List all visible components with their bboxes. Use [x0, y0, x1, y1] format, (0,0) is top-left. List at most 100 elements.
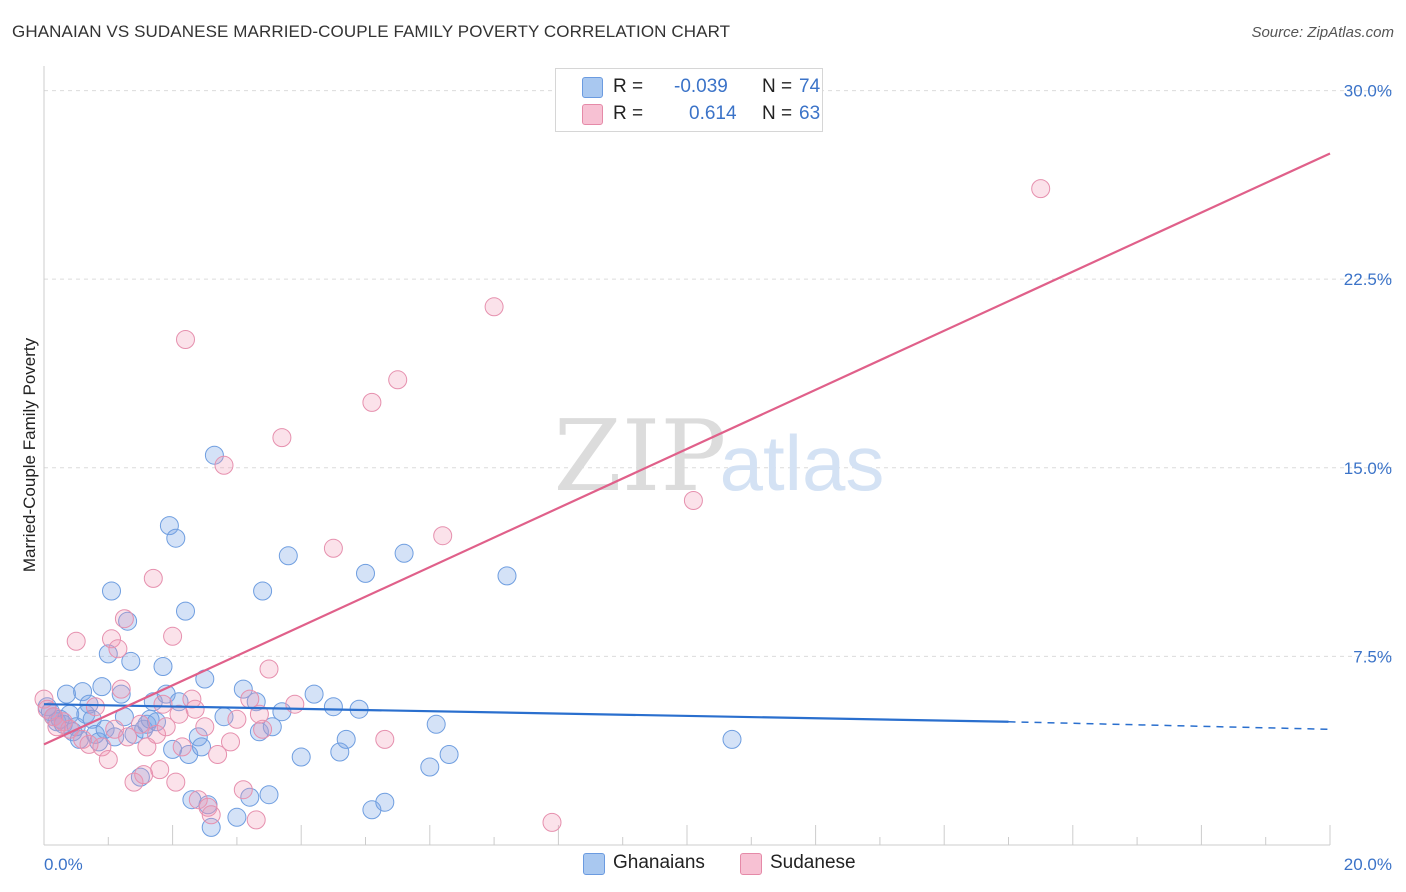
- point-ghanaians: [375, 792, 395, 812]
- point-sudanese: [185, 699, 205, 719]
- x-tick-label: 20.0%: [1344, 855, 1392, 874]
- point-sudanese: [208, 745, 228, 764]
- point-sudanese: [285, 694, 305, 714]
- point-sudanese: [214, 455, 234, 475]
- watermark: ZIP atlas: [554, 400, 885, 514]
- point-sudanese: [362, 392, 382, 412]
- point-sudanese: [147, 724, 166, 744]
- point-sudanese: [111, 679, 131, 699]
- point-ghanaians: [98, 644, 118, 664]
- point-sudanese: [375, 729, 395, 749]
- point-sudanese: [53, 712, 73, 732]
- point-ghanaians: [240, 787, 260, 807]
- point-ghanaians: [439, 745, 459, 764]
- point-sudanese: [233, 780, 253, 800]
- legend-r-label: R =: [613, 76, 644, 97]
- point-sudanese: [683, 491, 703, 510]
- legend-r-label: R =: [613, 103, 644, 124]
- point-ghanaians: [166, 528, 186, 548]
- point-ghanaians: [176, 601, 195, 621]
- tick-labels: 7.5% 15.0% 22.5% 30.0% 0.0% 20.0%: [44, 82, 1392, 874]
- point-ghanaians: [323, 697, 343, 717]
- point-sudanese: [124, 772, 144, 792]
- point-ghanaians: [73, 682, 93, 702]
- point-sudanese: [272, 428, 292, 448]
- point-ghanaians: [722, 729, 742, 749]
- point-sudanese: [85, 697, 105, 717]
- y-axis-label: Married-Couple Family Poverty: [20, 337, 39, 572]
- source-label: Source: ZipAtlas.com: [1251, 24, 1394, 41]
- y-tick-label: 15.0%: [1344, 459, 1392, 478]
- point-ghanaians: [497, 566, 517, 586]
- legend-r-value: -0.039: [674, 76, 728, 97]
- point-sudanese: [195, 717, 215, 737]
- point-ghanaians: [291, 747, 311, 767]
- point-ghanaians: [330, 742, 350, 762]
- point-sudanese: [156, 717, 176, 737]
- legend-r-value: 0.614: [689, 103, 737, 124]
- point-sudanese: [98, 750, 118, 769]
- point-ghanaians: [420, 757, 440, 777]
- point-sudanese: [169, 704, 189, 724]
- point-ghanaians: [130, 767, 150, 787]
- point-ghanaians: [426, 714, 446, 734]
- point-sudanese: [182, 689, 202, 709]
- point-ghanaians: [121, 651, 141, 671]
- point-ghanaians: [227, 807, 247, 827]
- point-ghanaians: [356, 563, 375, 583]
- point-ghanaians: [192, 737, 211, 757]
- bottom-legend-label: Ghanaians: [613, 852, 705, 873]
- legend-n-value: 74: [799, 76, 821, 97]
- legend-swatch-ghanaians: [582, 77, 603, 98]
- point-sudanese: [188, 790, 208, 810]
- watermark-atlas: atlas: [720, 419, 885, 507]
- point-sudanese: [201, 805, 221, 825]
- point-sudanese: [249, 704, 269, 724]
- bottom-legend-label: Sudanese: [770, 852, 856, 873]
- point-sudanese: [163, 626, 183, 646]
- point-sudanese: [73, 729, 93, 749]
- point-sudanese: [150, 760, 170, 780]
- trend-extension-ghanaians: [1008, 721, 1331, 731]
- trend-line-ghanaians: [43, 703, 1009, 723]
- point-sudanese: [44, 707, 64, 727]
- y-tick-label: 7.5%: [1353, 647, 1392, 666]
- point-sudanese: [108, 639, 128, 659]
- point-sudanese: [1031, 179, 1051, 199]
- y-tick-label: 22.5%: [1344, 270, 1392, 289]
- point-ghanaians: [336, 729, 356, 749]
- point-sudanese: [172, 737, 192, 757]
- point-sudanese: [143, 568, 163, 588]
- y-tick-label: 30.0%: [1344, 82, 1392, 101]
- point-ghanaians: [111, 684, 131, 704]
- point-sudanese: [176, 330, 195, 349]
- point-sudanese: [227, 709, 247, 729]
- legend-n-label: N =: [762, 76, 793, 97]
- point-ghanaians: [102, 581, 121, 601]
- legend-n-value: 63: [799, 103, 821, 124]
- watermark-zip: ZIP: [554, 400, 727, 514]
- point-ghanaians: [105, 727, 125, 747]
- data-points: [34, 179, 1051, 837]
- stats-legend: R = -0.039 N = 74 R = 0.614 N = 63: [555, 68, 823, 132]
- point-ghanaians: [304, 684, 324, 704]
- point-ghanaians: [204, 445, 224, 465]
- point-sudanese: [484, 297, 504, 317]
- gridlines: [44, 90, 1392, 657]
- point-sudanese: [114, 609, 134, 629]
- point-ghanaians: [153, 657, 173, 676]
- trend-line-sudanese: [43, 152, 1331, 746]
- point-ghanaians: [159, 516, 179, 536]
- point-ghanaians: [233, 679, 253, 699]
- x-tick-label: 0.0%: [44, 855, 83, 874]
- point-ghanaians: [394, 543, 414, 563]
- bottom-legend-swatch-sudanese: [740, 853, 762, 875]
- legend-n-label: N =: [762, 103, 793, 124]
- point-sudanese: [102, 629, 121, 649]
- point-sudanese: [66, 631, 86, 651]
- point-sudanese: [118, 727, 138, 747]
- trend-lines: [43, 152, 1331, 746]
- point-sudanese: [433, 526, 453, 546]
- point-sudanese: [221, 732, 240, 752]
